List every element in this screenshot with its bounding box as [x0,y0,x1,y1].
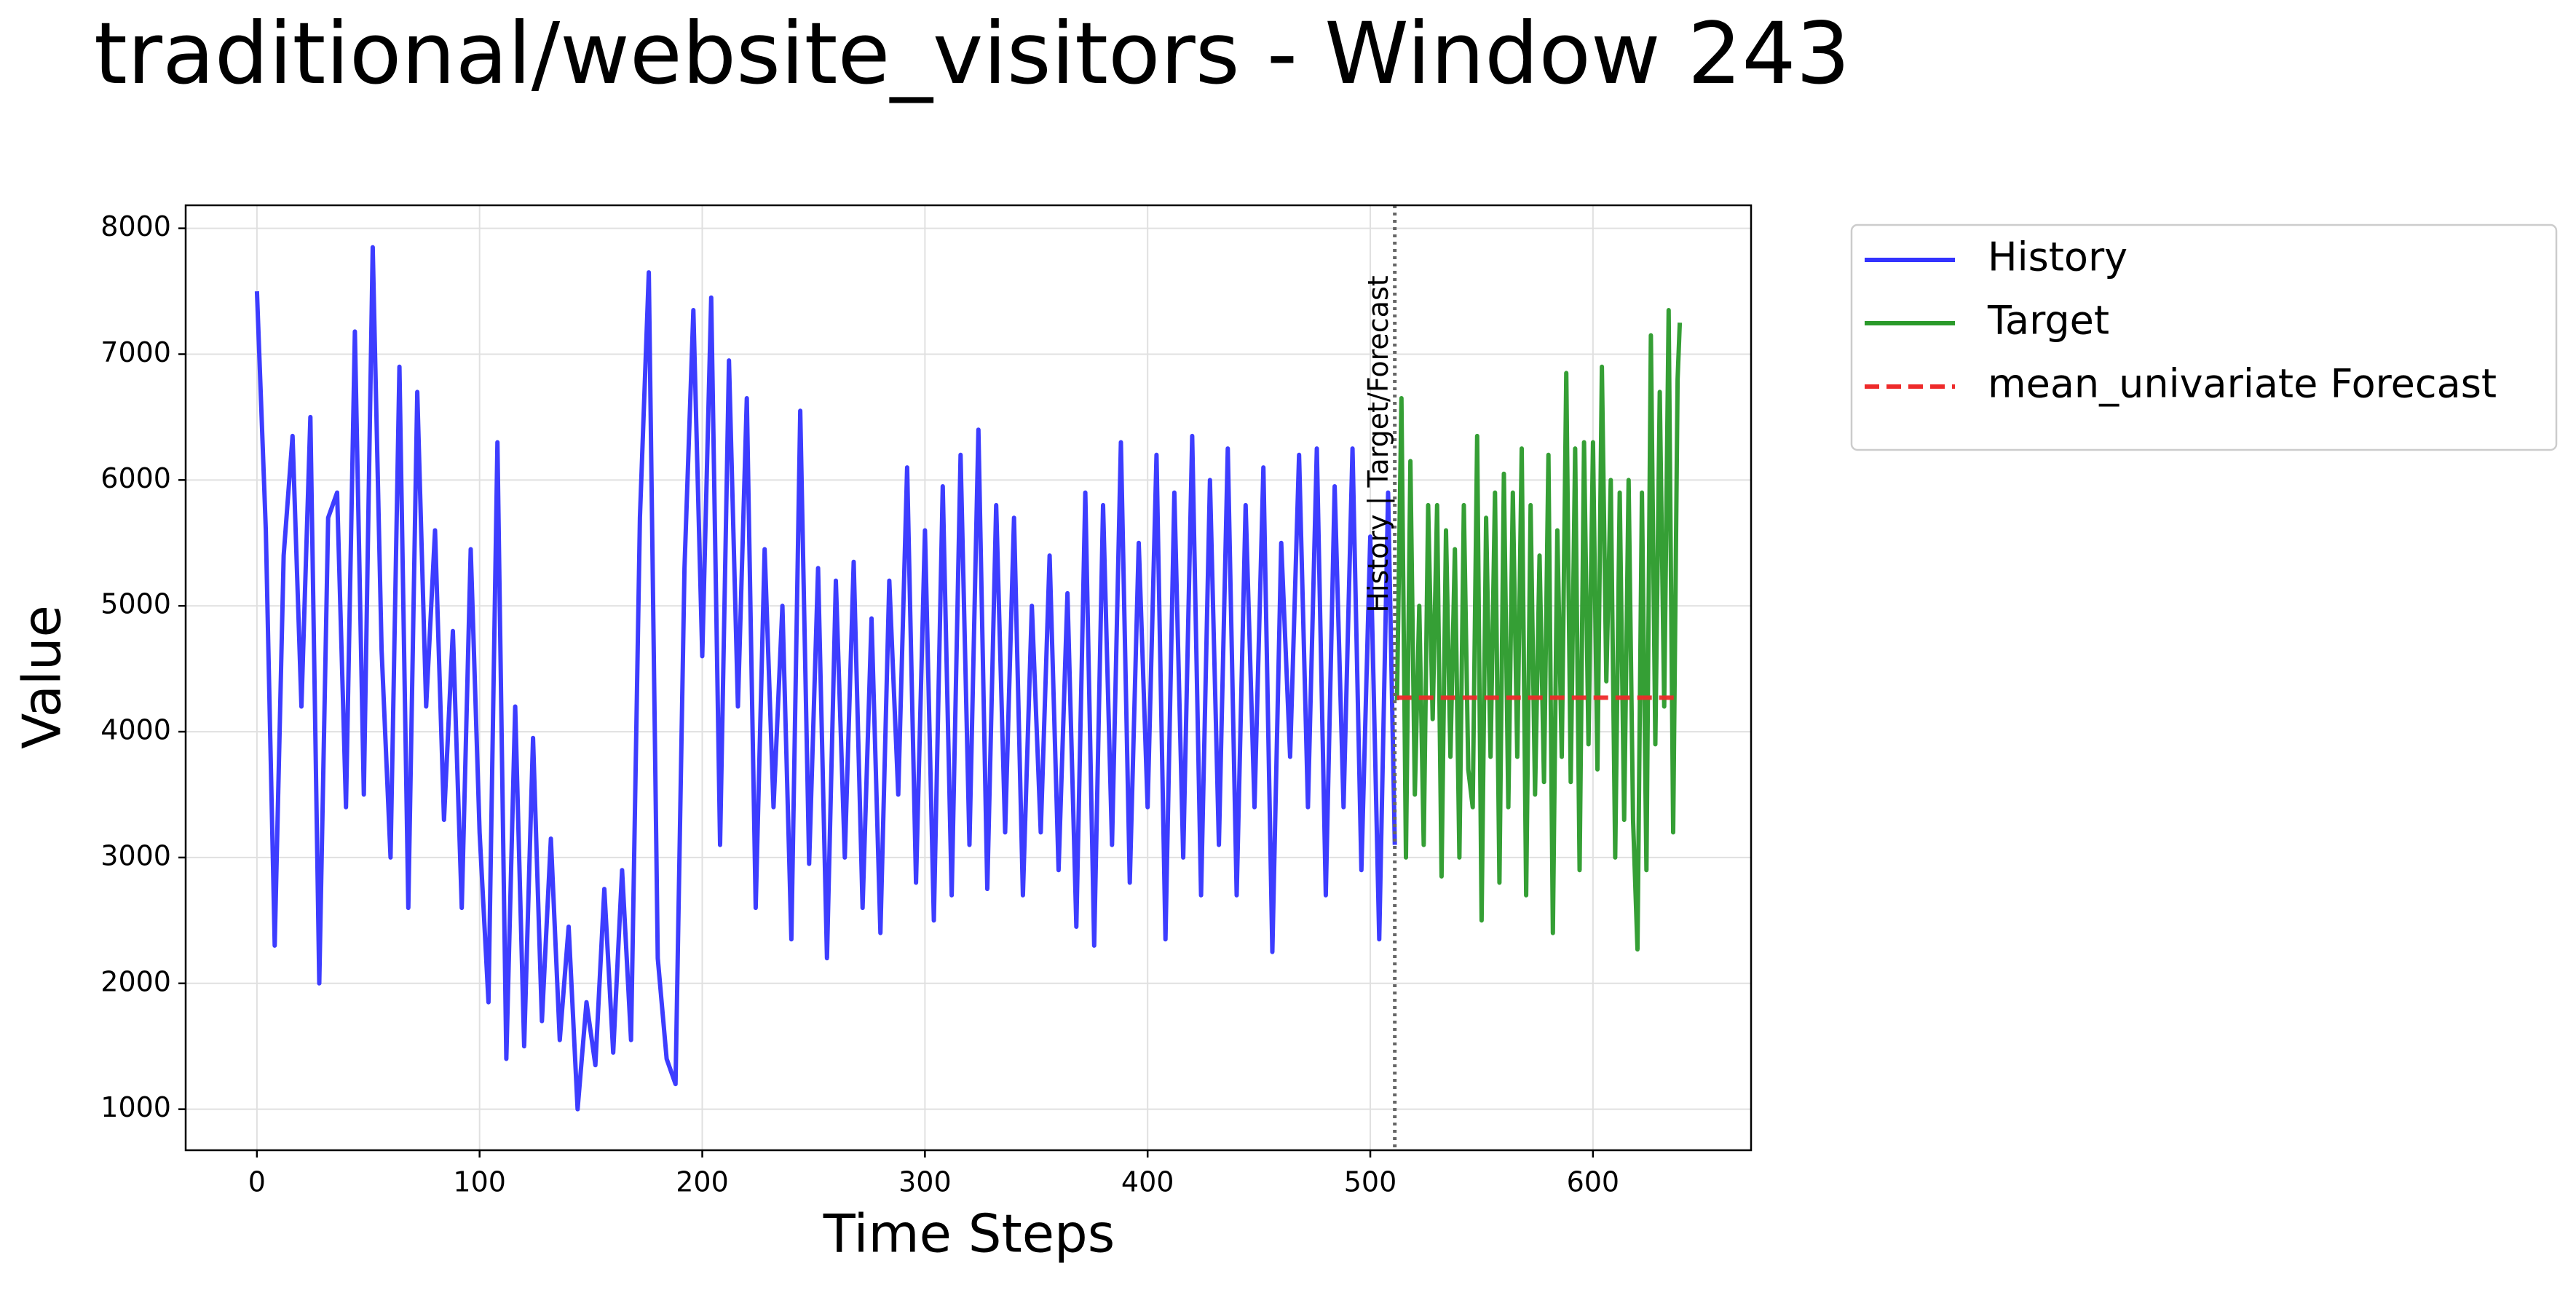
x-tick-label: 400 [1121,1166,1174,1198]
y-tick-label: 5000 [100,588,171,620]
y-tick-label: 1000 [100,1091,171,1123]
y-tick-label: 3000 [100,839,171,871]
x-tick-label: 200 [676,1166,729,1198]
legend-label: mean_univariate Forecast [1988,361,2497,407]
series-line [254,245,1397,1112]
y-axis-label: Value [12,605,73,749]
x-tick-label: 100 [453,1166,506,1198]
chart-title: traditional/website_visitors - Window 24… [94,4,1850,103]
legend-box [1850,223,2558,451]
y-tick-label: 6000 [100,462,171,494]
y-tick-label: 8000 [100,210,171,242]
y-tick-label: 2000 [100,965,171,997]
legend-label: History [1988,234,2127,280]
legend: History Target mean_univariate Forecast [1850,223,2558,451]
x-tick-label: 600 [1567,1166,1620,1198]
series-line [1394,308,1683,952]
x-tick-label: 300 [898,1166,952,1198]
y-tick-label: 4000 [100,714,171,746]
x-tick-label: 0 [248,1166,266,1198]
split-label: History | Target/Forecast [1362,275,1395,612]
legend-label: Target [1987,298,2109,344]
x-axis-label: Time Steps [823,1203,1115,1265]
plot-area [186,205,1751,1150]
y-tick-label: 7000 [100,336,171,368]
x-tick-label: 500 [1344,1166,1397,1198]
axes-frame [184,204,1753,1152]
